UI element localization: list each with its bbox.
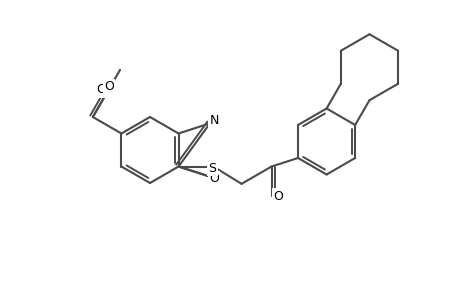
Text: S: S [208,162,216,175]
Text: O: O [96,83,106,96]
Text: O: O [273,190,283,203]
Text: N: N [209,114,218,127]
Text: O: O [208,172,218,185]
Text: O: O [104,80,113,93]
